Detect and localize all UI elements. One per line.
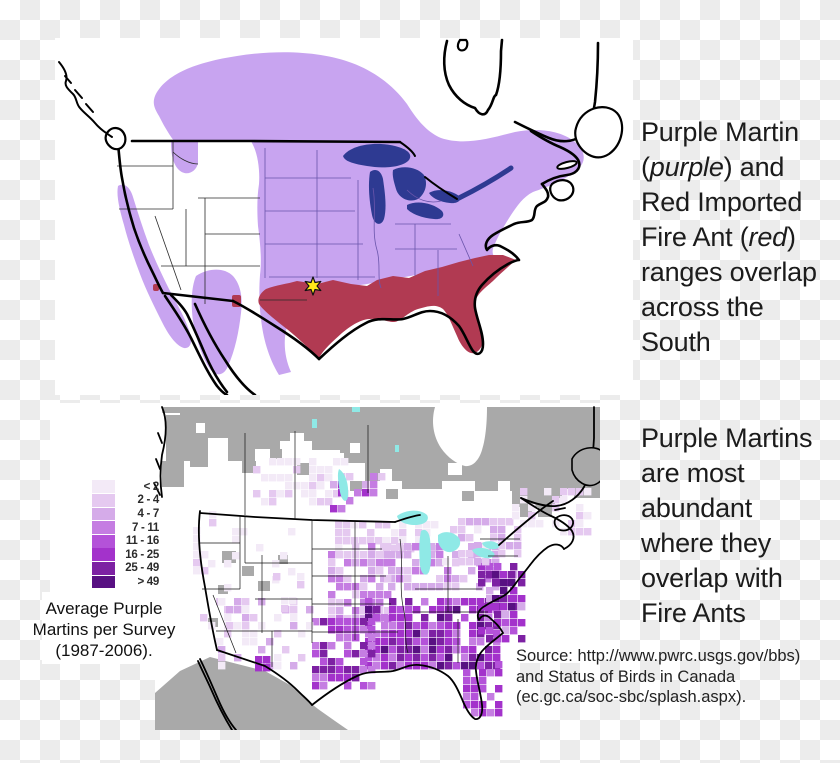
legend-row: 7 - 11 <box>92 521 159 535</box>
coastline-layer <box>58 38 624 395</box>
headline-range-overlap: Purple Martin (purple) and Red Imported Fir… <box>641 117 817 357</box>
legend-caption: Average Purple Martins per Survey (1987-20… <box>32 599 176 660</box>
star-marker <box>304 276 322 296</box>
newfoundland <box>574 106 624 159</box>
legend-swatch <box>92 480 115 494</box>
legend-label: 4 - 7 <box>137 507 159 520</box>
legend-swatch <box>92 493 115 507</box>
legend-label: > 49 <box>137 575 159 588</box>
legend-label: 11 - 16 <box>125 535 159 548</box>
great-lakes-navy <box>343 143 514 224</box>
legend-label: 16 - 25 <box>125 548 159 561</box>
legend-swatch <box>92 507 115 521</box>
lake-winnipeg <box>337 469 349 501</box>
range-overlap-map-svg <box>55 38 633 395</box>
vancouver-island <box>104 126 127 151</box>
range-overlap-map <box>55 38 633 395</box>
baja-bottom <box>197 658 237 730</box>
nova-scotia <box>549 179 575 202</box>
abundance-squares-layer <box>193 458 592 717</box>
source-citation: Source: http://www.pwrc.usgs.gov/bbs) and… <box>516 647 801 706</box>
newfoundland-bottom <box>571 446 600 487</box>
legend-swatch <box>92 575 115 589</box>
state-boundaries-plains <box>264 148 474 296</box>
bottom-coastline-layer <box>153 406 600 730</box>
legend-row: > 49 <box>92 575 159 589</box>
lakes-cyan-layer <box>312 407 500 575</box>
legend-label: 2 - 4 <box>137 494 159 507</box>
legend-row: < 2 <box>92 480 159 494</box>
bottom-state-lines <box>200 425 520 667</box>
legend-row: 2 - 4 <box>92 493 159 508</box>
legend-label: 7 - 11 <box>132 521 159 534</box>
legend-row: 4 - 7 <box>92 507 159 521</box>
hudson-bay-coast <box>442 38 504 116</box>
caption-backer <box>42 592 162 664</box>
alaska-panhandle-coast <box>58 61 113 138</box>
mexico-mainland-coast <box>193 302 257 395</box>
legend-label: 25 - 49 <box>125 562 159 575</box>
legend-row: 11 - 16 <box>92 534 159 548</box>
legend-row: 25 - 49 <box>92 561 159 576</box>
legend-swatch <box>92 534 115 548</box>
anticosti-island <box>556 160 578 170</box>
hudson-bay-white <box>433 407 487 467</box>
legend-row: 16 - 25 <box>92 548 159 562</box>
legend-label: < 2 <box>143 480 160 493</box>
not-surveyed-gray-layer <box>155 407 600 730</box>
headline-abundance: Purple Martins are most abundant where they… <box>641 423 813 628</box>
st-lawrence-river <box>456 165 514 201</box>
us-canada-border <box>130 139 402 144</box>
legend-swatch <box>92 548 115 562</box>
legend-swatch <box>92 561 115 575</box>
us-canada-border-bottom <box>199 512 396 523</box>
mexico-gray <box>155 657 348 730</box>
baja-california-west <box>163 294 229 395</box>
legend-swatch <box>92 521 115 534</box>
